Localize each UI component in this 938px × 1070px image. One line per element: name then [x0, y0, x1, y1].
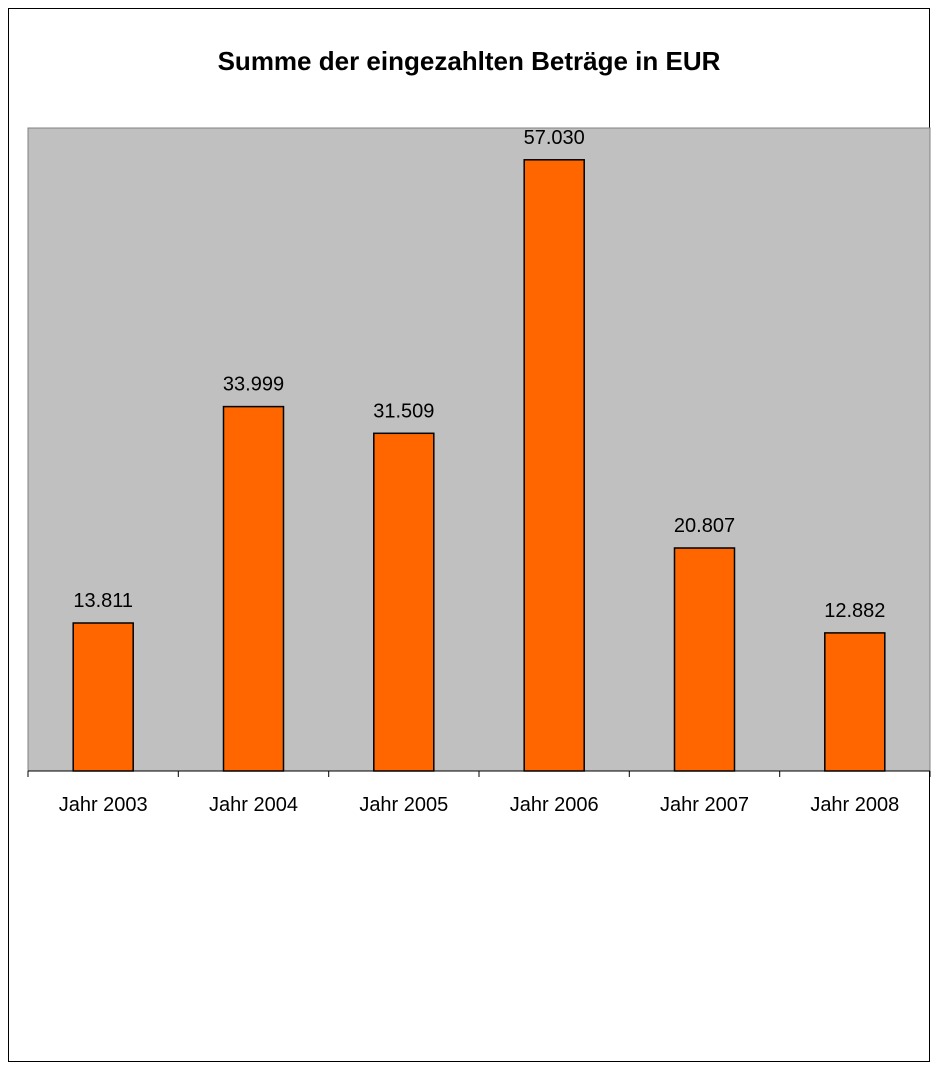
x-tick-label: Jahr 2007 [660, 794, 749, 816]
x-tick-label: Jahr 2003 [59, 794, 148, 816]
x-tick-label: Jahr 2008 [810, 794, 899, 816]
x-tick-label: Jahr 2006 [510, 794, 599, 816]
data-label: 12.882 [824, 600, 885, 622]
x-axis: Jahr 2003 Jahr 2004 Jahr 2005 Jahr 2006 Jahr… [27, 770, 931, 816]
bar-jahr-2005 [373, 432, 435, 772]
bar-jahr-2004 [222, 405, 285, 772]
bar-jahr-2006 [523, 159, 585, 772]
bar-jahr-2003 [72, 622, 134, 772]
data-label: 31.509 [373, 400, 434, 422]
bar-jahr-2008 [824, 632, 886, 772]
data-label: 33.999 [223, 374, 284, 396]
bars-layer: 13.811 33.999 31.509 57.030 20.807 12.882 [72, 127, 886, 772]
bar-jahr-2007 [673, 547, 736, 772]
data-label: 20.807 [674, 515, 735, 537]
plot-area [27, 127, 931, 772]
data-label: 57.030 [524, 127, 585, 149]
data-label: 13.811 [73, 590, 133, 612]
x-tick-label: Jahr 2005 [359, 794, 448, 816]
x-tick-label: Jahr 2004 [209, 794, 298, 816]
chart-title: Summe der eingezahlten Beträge in EUR [217, 46, 721, 76]
